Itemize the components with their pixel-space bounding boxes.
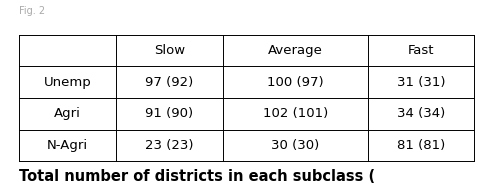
Text: 100 (97): 100 (97) (267, 76, 323, 89)
Text: Slow: Slow (154, 44, 185, 57)
Text: Fast: Fast (408, 44, 434, 57)
Text: Agri: Agri (54, 107, 81, 120)
Text: 31 (31): 31 (31) (397, 76, 445, 89)
Text: 81 (81): 81 (81) (397, 139, 445, 152)
Text: 97 (92): 97 (92) (145, 76, 194, 89)
Text: 91 (90): 91 (90) (145, 107, 194, 120)
Text: 30 (30): 30 (30) (271, 139, 319, 152)
Text: Average: Average (268, 44, 323, 57)
Text: N-Agri: N-Agri (47, 139, 88, 152)
Text: Unemp: Unemp (44, 76, 91, 89)
Text: Fig. 2: Fig. 2 (19, 6, 45, 16)
Text: 23 (23): 23 (23) (145, 139, 194, 152)
Text: 34 (34): 34 (34) (397, 107, 445, 120)
Text: 102 (101): 102 (101) (263, 107, 328, 120)
Text: Total number of districts in each subclass (: Total number of districts in each subcla… (19, 169, 376, 184)
